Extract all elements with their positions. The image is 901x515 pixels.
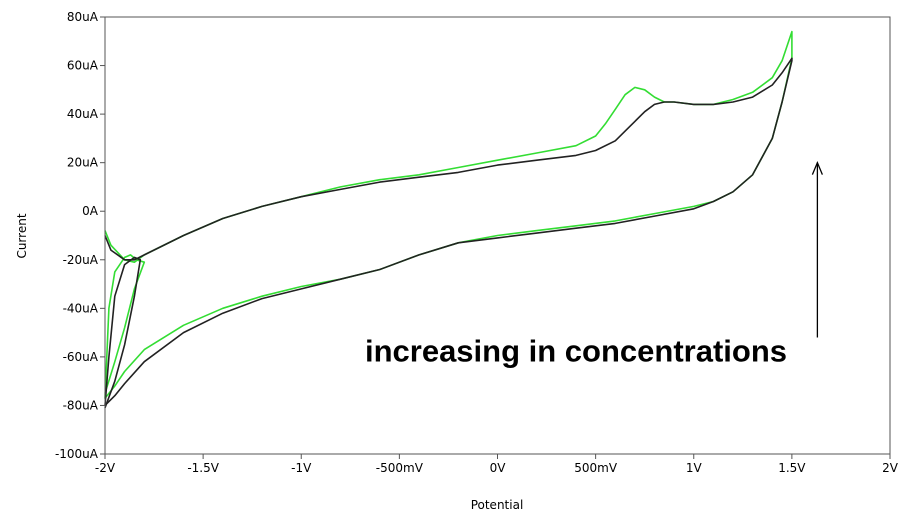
y-tick-label: -100uA [55,447,99,461]
y-tick-label: 20uA [67,156,99,170]
x-tick-label: -2V [95,461,116,475]
arrow-up-icon [811,160,823,175]
x-tick-label: 1.5V [778,461,806,475]
annotation-label: increasing in concentrations [365,334,787,369]
series-layer [104,30,793,409]
y-tick-label: -20uA [63,253,99,267]
y-axis-title: Current [15,213,29,258]
x-tick-label: -500mV [376,461,424,475]
y-tick-label: 0A [82,204,99,218]
x-tick-label: 1V [686,461,703,475]
y-tick-label: -60uA [63,350,99,364]
y-axis-ticks: 80uA 60uA 40uA 20uA 0A -20uA -40uA -60uA -80uA -1… [55,10,105,461]
x-axis-ticks: -2V -1.5V -1V -500mV 0V 500mV 1V 1.5V 2V [95,454,899,475]
x-tick-label: 500mV [574,461,618,475]
annotation-layer: increasing in concentrations [365,160,823,369]
x-tick-label: 2V [882,461,899,475]
x-axis-title: Potential [471,498,524,512]
x-tick-label: -1V [291,461,312,475]
x-tick-label: 0V [490,461,507,475]
series-line-2 [104,57,793,409]
y-tick-label: 40uA [67,107,99,121]
y-tick-label: -80uA [63,398,99,412]
y-tick-label: -40uA [63,301,99,315]
y-tick-label: 80uA [67,10,99,24]
x-tick-label: -1.5V [187,461,219,475]
y-tick-label: 60uA [67,59,99,73]
